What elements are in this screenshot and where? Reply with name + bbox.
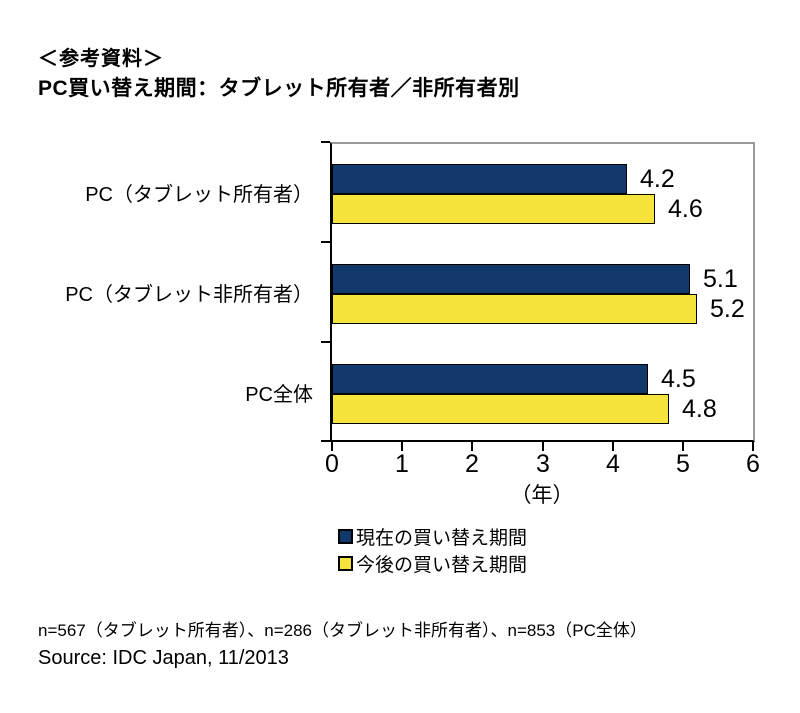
category-label: PC（タブレット所有者） xyxy=(85,183,313,206)
bar-value-label: 4.8 xyxy=(682,395,717,423)
chart-legend: 現在の買い替え期間 今後の買い替え期間 xyxy=(338,523,527,577)
sample-size-note: n=567（タブレット所有者）、n=286（タブレット非所有者）、n=853（P… xyxy=(38,621,647,640)
x-tick-label: 4 xyxy=(606,450,620,478)
x-tick-mark xyxy=(542,442,544,451)
category-label: PC全体 xyxy=(245,383,313,406)
y-tick-mark xyxy=(321,341,330,343)
x-tick-label: 6 xyxy=(746,450,760,478)
category-label: PC（タブレット非所有者） xyxy=(65,283,313,306)
y-tick-mark xyxy=(321,241,330,243)
legend-item-current: 現在の買い替え期間 xyxy=(338,523,527,550)
bar-value-label: 4.2 xyxy=(640,165,675,193)
x-tick-mark xyxy=(331,442,333,451)
bar-series0-cat2 xyxy=(332,364,648,394)
bar-value-label: 5.2 xyxy=(710,295,745,323)
y-tick-mark xyxy=(321,141,330,143)
bar-value-label: 5.1 xyxy=(703,265,738,293)
x-tick-mark xyxy=(612,442,614,451)
x-tick-label: 5 xyxy=(676,450,690,478)
x-tick-mark xyxy=(401,442,403,451)
report-reference-label: ＜参考資料＞ xyxy=(38,48,164,70)
bar-series1-cat2 xyxy=(332,394,669,424)
legend-swatch-current-icon xyxy=(338,529,353,544)
source-credit: Source: IDC Japan, 11/2013 xyxy=(38,647,289,669)
bar-series1-cat0 xyxy=(332,194,655,224)
bar-value-label: 4.6 xyxy=(668,195,703,223)
y-tick-mark xyxy=(321,440,330,442)
chart-plot-area: 4.2 4.6 5.1 5.2 4.5 4.8 xyxy=(330,142,755,442)
x-tick-mark xyxy=(682,442,684,451)
x-tick-label: 0 xyxy=(325,450,339,478)
bar-series1-cat1 xyxy=(332,294,697,324)
x-tick-label: 1 xyxy=(395,450,409,478)
legend-label-future: 今後の買い替え期間 xyxy=(356,555,528,576)
legend-swatch-future-icon xyxy=(338,556,353,571)
page-title: PC買い替え期間：タブレット所有者／非所有者別 xyxy=(38,77,520,100)
legend-item-future: 今後の買い替え期間 xyxy=(338,550,527,577)
x-tick-label: 3 xyxy=(536,450,550,478)
x-tick-label: 2 xyxy=(465,450,479,478)
bar-series0-cat0 xyxy=(332,164,627,194)
x-tick-mark xyxy=(471,442,473,451)
legend-label-current: 現在の買い替え期間 xyxy=(356,528,528,549)
x-tick-mark xyxy=(752,442,754,451)
bar-series0-cat1 xyxy=(332,264,690,294)
bar-value-label: 4.5 xyxy=(661,365,696,393)
x-axis-unit-label: （年） xyxy=(510,484,574,507)
